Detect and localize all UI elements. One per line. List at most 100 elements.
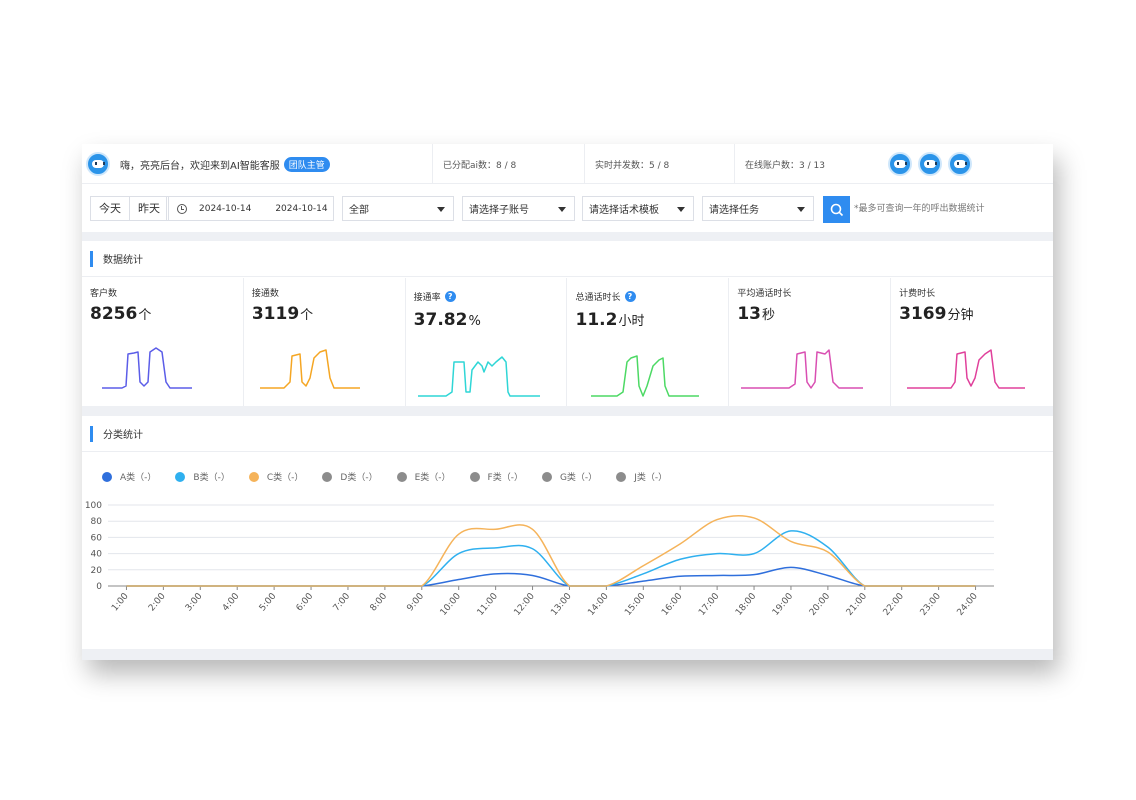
scope-select[interactable]: 全部 [342,196,454,221]
legend-label: G类（-） [559,473,598,483]
legend-label: D类（-） [340,473,378,483]
metric-label: 总通话时长? [575,290,636,303]
chevron-down-icon [797,207,805,212]
legend-item[interactable]: C类（-） [248,470,304,483]
x-tick-label: 23:00 [919,591,944,618]
x-tick-label: 17:00 [697,591,722,618]
sparkline-path [102,347,192,389]
legend-item[interactable]: F类（-） [469,470,523,483]
assigned-ai-text: 已分配ai数：8 / 8 [443,160,517,171]
sparkline [907,349,1026,389]
search-button[interactable] [823,196,850,223]
sub-account-select[interactable]: 请选择子账号 [462,196,575,221]
sparkline [591,355,700,397]
section-accent-bar [90,425,93,442]
help-icon[interactable]: ? [624,291,636,302]
x-tick-label: 8:00 [369,591,390,613]
assigned-ai-stat: 已分配ai数：8 / 8 [432,144,584,184]
data-stats-header: 数据统计 [82,241,1053,277]
section-gap [82,232,1053,241]
y-tick-label: 40 [91,550,103,560]
section-accent-bar [90,250,93,267]
x-tick-label: 3:00 [184,591,205,613]
help-icon[interactable]: ? [444,291,456,302]
x-tick-label: 12:00 [513,591,538,618]
x-tick-label: 10:00 [439,591,464,618]
legend-dot-icon [396,471,407,482]
metric-value: 13秒 [737,304,775,324]
task-select[interactable]: 请选择任务 [702,196,814,221]
online-accounts-text: 在线账户数：3 / 13 [745,160,825,171]
x-tick-label: 21:00 [845,591,870,618]
y-tick-label: 20 [91,566,103,576]
legend-item[interactable]: J类（-） [616,470,667,483]
x-tick-label: 1:00 [110,591,131,613]
legend-label: J类（-） [634,473,668,483]
metric-label: 客户数 [90,289,118,299]
robot-avatar-icon[interactable] [948,152,972,176]
role-tag: 团队主管 [283,156,330,172]
metric-connected: 接通数 3119个 [244,278,406,406]
filter-bar: 今天 昨天 2024-10-14 2024-10-14 全部 请选择子账号 请选… [82,184,1053,232]
metric-value: 11.2小时 [575,310,645,330]
y-tick-label: 100 [85,501,102,511]
date-range-picker[interactable]: 2024-10-14 2024-10-14 [166,196,334,221]
chevron-down-icon [437,207,445,212]
x-tick-label: 16:00 [660,591,685,618]
sparkline [741,349,864,389]
date-shortcut-group: 今天 昨天 [90,196,169,221]
legend-item[interactable]: G类（-） [541,470,598,483]
task-placeholder: 请选择任务 [709,205,759,216]
legend-label: C类（-） [266,473,304,483]
sparkline-path [591,355,700,397]
date-start[interactable]: 2024-10-14 [199,203,252,214]
scope-select-value: 全部 [349,205,369,216]
x-tick-label: 5:00 [258,591,279,613]
robot-avatar-icon [86,152,110,176]
legend-label: B类（-） [193,473,230,483]
legend-dot-icon [175,471,186,482]
x-tick-label: 7:00 [332,591,353,613]
legend-item[interactable]: A类（-） [102,470,156,483]
legend-item[interactable]: D类（-） [322,470,378,483]
metric-connect-rate: 接通率? 37.82% [406,278,568,406]
chevron-down-icon [558,207,566,212]
metric-value: 3169分钟 [899,304,974,324]
x-tick-label: 9:00 [405,591,426,613]
sparkline-path [907,349,1026,389]
query-hint: *最多可查询一年的呼出数据统计 [854,204,985,214]
section-title: 分类统计 [103,430,143,441]
sparkline [102,347,192,389]
sub-account-placeholder: 请选择子账号 [469,205,529,216]
clock-icon [177,203,187,214]
category-line-chart: 0 20 40 60 80 100 1:00 2:00 3:00 4:00 5:00 6:00 7:00… [85,501,994,618]
sparkline [417,356,540,397]
legend-item[interactable]: E类（-） [396,470,451,483]
script-template-select[interactable]: 请选择话术模板 [582,196,694,221]
x-tick-label: 14:00 [586,591,611,618]
dashboard-card: 嗨，亮亮后台，欢迎来到AI智能客服 团队主管 已分配ai数：8 / 8 实时并发… [82,144,1053,660]
y-tick-label: 80 [91,517,103,527]
x-tick-label: 20:00 [808,591,833,618]
metric-billing-duration: 计费时长 3169分钟 [891,278,1053,406]
online-accounts-stat: 在线账户数：3 / 13 [734,144,884,184]
legend-label: F类（-） [487,473,523,483]
robot-avatar-icon[interactable] [918,152,942,176]
metric-value: 3119个 [251,304,314,324]
robot-avatars [888,152,978,176]
legend-item[interactable]: B类（-） [175,470,230,483]
sparkline-path [259,349,360,389]
legend-label: A类（-） [120,473,157,483]
legend-dot-icon [616,471,627,482]
x-tick-label: 2:00 [147,591,168,613]
x-tick-label: 22:00 [882,591,907,618]
concurrency-text: 实时并发数：5 / 8 [595,160,670,171]
today-button[interactable]: 今天 [91,197,130,220]
concurrency-stat: 实时并发数：5 / 8 [584,144,734,184]
metric-label: 接通率? [414,290,456,303]
date-end[interactable]: 2024-10-14 [275,203,328,214]
y-tick-label: 0 [96,582,102,592]
script-template-placeholder: 请选择话术模板 [589,205,659,216]
robot-avatar-icon[interactable] [888,152,912,176]
yesterday-button[interactable]: 昨天 [138,202,160,215]
